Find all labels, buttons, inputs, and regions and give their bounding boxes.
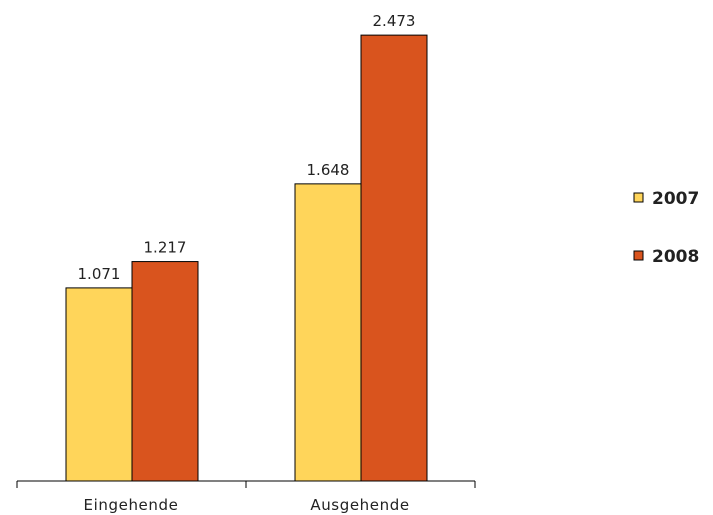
bar-2008-ausgehende: [360, 34, 428, 482]
x-axis: Eingehende Ausgehende: [16, 480, 476, 514]
x-tick-label: Ausgehende: [310, 496, 409, 514]
bars-group: [65, 34, 428, 482]
legend-swatch-2007: [633, 192, 644, 203]
x-tick-label: Eingehende: [84, 496, 179, 514]
legend-label-2007: 2007: [652, 189, 699, 209]
legend-swatch-2008: [633, 250, 644, 261]
bar-2007-eingehende: [65, 287, 133, 482]
data-label: 1.217: [144, 239, 187, 257]
legend-label-2008: 2008: [652, 247, 699, 267]
data-label: 1.648: [307, 161, 350, 179]
value-labels-group: 1.071 1.217 1.648 2.473: [78, 12, 416, 283]
data-label: 2.473: [373, 12, 416, 30]
bar-2007-ausgehende: [294, 183, 362, 482]
bar-2008-eingehende: [131, 261, 199, 482]
data-label: 1.071: [78, 265, 121, 283]
legend: 2007 2008: [633, 189, 699, 267]
